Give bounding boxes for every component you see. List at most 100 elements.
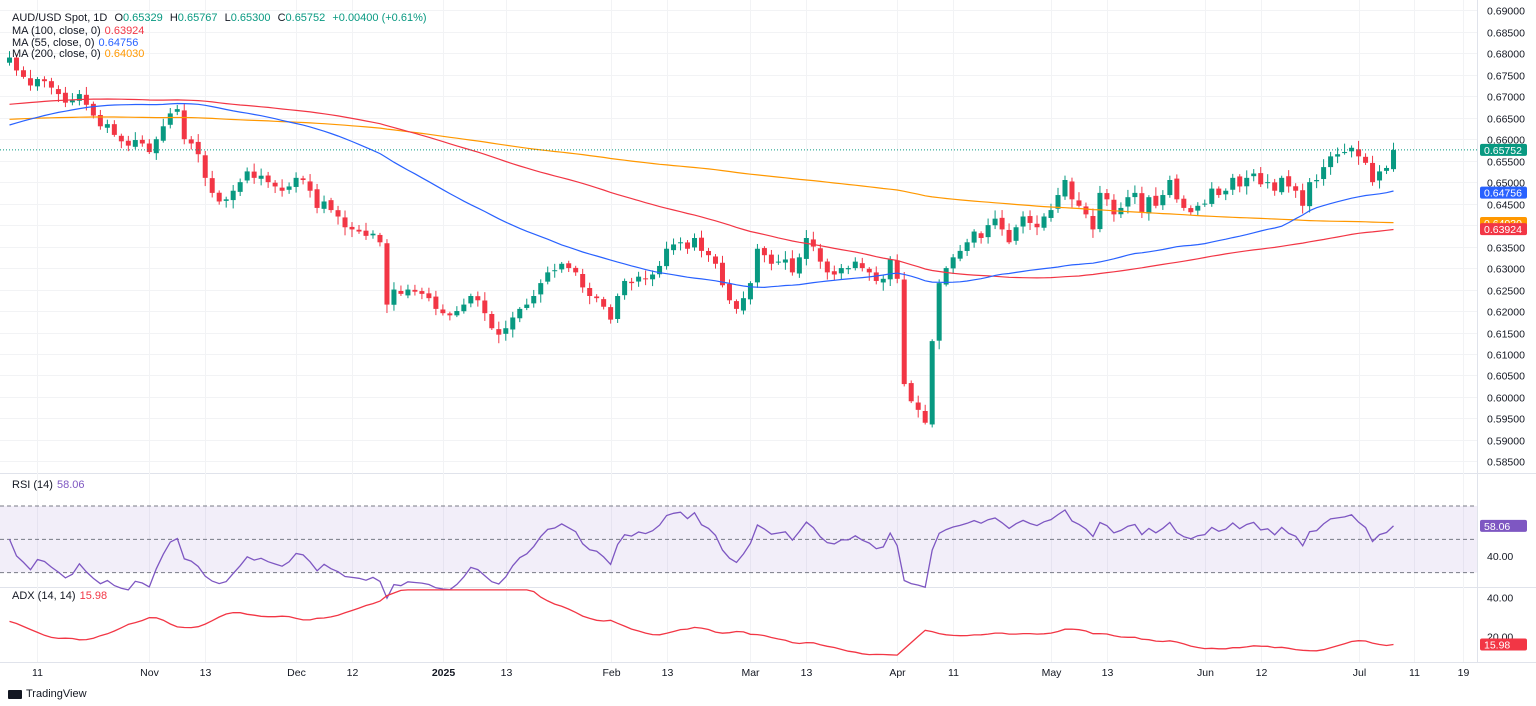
ma200-line — [9, 116, 1394, 224]
candle-body — [188, 139, 194, 144]
candle-body — [1279, 177, 1285, 193]
candle-body — [1027, 216, 1033, 223]
candle-body — [1006, 229, 1012, 243]
candle-body — [1041, 216, 1047, 228]
candle-body — [181, 110, 187, 140]
tradingview-logo-icon — [8, 689, 22, 699]
candle-body — [859, 263, 865, 269]
candle-body — [552, 270, 558, 272]
candle-body — [433, 296, 439, 309]
candle-body — [1090, 215, 1096, 230]
adx-legend-value: 15.98 — [79, 590, 108, 602]
candle-body — [272, 182, 278, 187]
candle-body — [104, 124, 110, 128]
ma100-line — [9, 98, 1394, 279]
price-tick-label: 0.60500 — [1487, 371, 1525, 383]
ma100-badge-bg — [1480, 223, 1527, 236]
candle-body — [601, 299, 607, 307]
candle-body — [146, 143, 152, 153]
candle-body — [237, 182, 243, 192]
candle-body — [754, 248, 760, 283]
adx-legend: ADX (14, 14) 15.98 — [12, 591, 111, 602]
candle-body — [726, 283, 732, 301]
candle-body — [118, 135, 124, 142]
candle-body — [1335, 154, 1341, 157]
candle-body — [1377, 171, 1383, 181]
candle-body — [699, 237, 705, 251]
candle-body — [1069, 181, 1075, 200]
ma100-badge: 0.63924 — [1484, 224, 1522, 236]
price-tick-label: 0.67500 — [1487, 71, 1525, 83]
candle-body — [817, 248, 823, 262]
candle-body — [1188, 208, 1194, 213]
candle-body — [363, 230, 369, 236]
candle-body — [510, 317, 516, 330]
rsi-tick-label: 40.00 — [1487, 551, 1513, 563]
candle-body — [1048, 210, 1054, 218]
candle-body — [712, 256, 718, 264]
time-tick-label: 11 — [948, 667, 959, 679]
candle-body — [398, 290, 404, 294]
close-value: 0.65752 — [285, 12, 326, 24]
price-tick-label: 0.65000 — [1487, 178, 1525, 190]
candle-body — [719, 262, 725, 286]
time-tick-label: Mar — [741, 667, 760, 679]
candle-body — [34, 79, 40, 87]
candle-body — [1111, 199, 1117, 215]
candle-body — [1062, 180, 1068, 197]
rsi-badge-bg — [1480, 519, 1527, 532]
time-tick-label: 13 — [501, 667, 513, 679]
candle-body — [1363, 156, 1369, 163]
candle-body — [887, 259, 893, 280]
time-tick-label: 12 — [1256, 667, 1268, 679]
candle-body — [293, 177, 299, 187]
price-legend: AUD/USD Spot, 1D O0.65329 H0.65767 L0.65… — [12, 13, 431, 24]
price-tick-label: 0.65500 — [1487, 157, 1525, 169]
candle-body — [922, 411, 928, 423]
price-tick-label: 0.66500 — [1487, 114, 1525, 126]
candle-body — [1272, 182, 1278, 191]
candle-body — [216, 192, 222, 202]
ma200-label: MA (200, close, 0) — [12, 48, 101, 60]
candle-body — [692, 238, 698, 248]
candle-body — [377, 234, 383, 243]
rsi-legend-value: 58.06 — [56, 479, 85, 491]
tradingview-logo[interactable]: TradingView — [8, 688, 87, 700]
price-tick-label: 0.67000 — [1487, 92, 1525, 104]
candle-body — [202, 155, 208, 178]
candle-body — [174, 109, 180, 112]
candle-body — [901, 279, 907, 385]
candle-body — [1160, 195, 1166, 206]
candle-body — [419, 291, 425, 294]
candle-body — [48, 81, 54, 88]
time-tick-label: Jul — [1353, 667, 1366, 679]
symbol-label: AUD/USD Spot, 1D — [12, 12, 108, 24]
last-price-badge: 0.65752 — [1484, 145, 1522, 157]
ma100-value: 0.63924 — [104, 25, 145, 37]
candle-body — [1139, 193, 1145, 213]
ma55-badge: 0.64756 — [1484, 188, 1522, 200]
candle-body — [950, 257, 956, 269]
candle-body — [489, 313, 495, 329]
candle-body — [258, 175, 264, 179]
candle-body — [1384, 167, 1390, 171]
price-tick-label: 0.62000 — [1487, 307, 1525, 319]
tradingview-brand-text: TradingView — [26, 688, 87, 700]
price-tick-label: 0.68500 — [1487, 28, 1525, 40]
time-tick-label: 11 — [1409, 667, 1420, 679]
price-tick-label: 0.68000 — [1487, 49, 1525, 61]
ma100-label: MA (100, close, 0) — [12, 25, 101, 37]
candle-body — [1013, 227, 1019, 241]
ma55-value: 0.64756 — [98, 37, 139, 49]
rsi-badge: 58.06 — [1484, 521, 1510, 533]
candle-body — [768, 254, 774, 264]
candle-body — [1251, 173, 1257, 177]
candle-body — [573, 267, 579, 273]
price-tick-label: 0.63000 — [1487, 264, 1525, 276]
candle-body — [426, 293, 432, 299]
candle-body — [503, 328, 509, 334]
candle-body — [1237, 176, 1243, 187]
price-tick-label: 0.62500 — [1487, 286, 1525, 298]
time-tick-label: 13 — [200, 667, 212, 679]
